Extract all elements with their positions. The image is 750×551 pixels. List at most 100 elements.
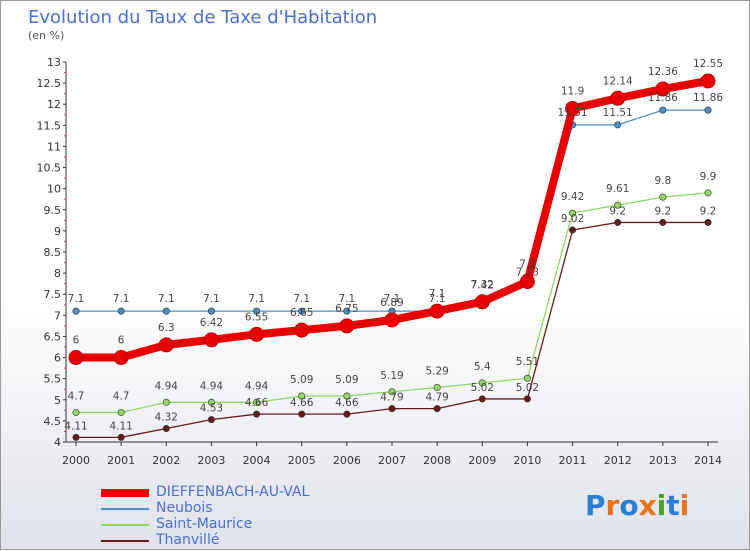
y-tick-label: 4 xyxy=(54,436,61,449)
data-point xyxy=(117,307,125,315)
x-tick-label: 2006 xyxy=(333,454,361,467)
data-label: 7.32 xyxy=(471,279,494,291)
data-point xyxy=(72,307,80,315)
data-label: 12.36 xyxy=(648,66,678,78)
logo-letter: i xyxy=(656,489,667,522)
data-point xyxy=(253,307,261,315)
x-tick-label: 2011 xyxy=(559,454,587,467)
data-label: 7.1 xyxy=(429,293,446,305)
data-label: 6.42 xyxy=(200,317,223,329)
logo-letter: i xyxy=(679,489,690,522)
x-tick-label: 2007 xyxy=(378,454,406,467)
data-point xyxy=(565,100,581,116)
data-point xyxy=(659,193,667,201)
legend-label: Saint-Maurice xyxy=(156,516,253,532)
data-label: 7.1 xyxy=(384,293,401,305)
logo-letter: P xyxy=(585,489,606,522)
data-label: 4.79 xyxy=(425,392,448,404)
x-tick-label: 2001 xyxy=(107,454,135,467)
data-label: 4.11 xyxy=(109,420,132,432)
legend-swatch xyxy=(101,489,149,497)
legend-swatch xyxy=(101,540,149,542)
legend-item: Saint-Maurice xyxy=(101,516,321,533)
data-point xyxy=(343,307,351,315)
data-label: 7.1 xyxy=(339,293,356,305)
logo-letter: x xyxy=(638,489,657,522)
data-point xyxy=(207,307,215,315)
data-point xyxy=(519,274,535,290)
y-tick-label: 6 xyxy=(54,352,61,365)
y-tick-label: 6.5 xyxy=(44,330,62,343)
legend-label: DIEFFENBACH-AU-VAL xyxy=(156,484,310,500)
data-point xyxy=(162,424,170,432)
logo-letter: o xyxy=(619,489,639,522)
data-point xyxy=(384,312,400,328)
legend-swatch xyxy=(101,508,149,510)
y-tick-label: 8.5 xyxy=(44,246,62,259)
data-point xyxy=(298,410,306,418)
y-tick-label: 7 xyxy=(54,309,61,322)
data-point xyxy=(162,307,170,315)
data-label: 7.73 xyxy=(516,267,539,279)
data-point xyxy=(253,410,261,418)
x-tick-label: 2005 xyxy=(288,454,316,467)
x-tick-label: 2004 xyxy=(243,454,271,467)
x-tick-label: 2000 xyxy=(62,454,90,467)
data-point xyxy=(478,395,486,403)
data-label: 9.61 xyxy=(606,183,629,195)
data-label: 4.66 xyxy=(335,397,359,409)
data-point xyxy=(388,388,396,396)
data-label: 7.1 xyxy=(293,293,310,305)
data-point xyxy=(655,81,671,97)
data-label: 7.1 xyxy=(203,293,220,305)
chart-title: Evolution du Taux de Taxe d'Habitation xyxy=(28,7,378,28)
data-point xyxy=(388,405,396,413)
data-label: 9.02 xyxy=(561,213,584,225)
data-label: 9.2 xyxy=(609,205,626,217)
data-point xyxy=(704,218,712,226)
x-tick-label: 2012 xyxy=(604,454,632,467)
y-tick-label: 7.5 xyxy=(44,288,62,301)
legend-item: DIEFFENBACH-AU-VAL xyxy=(101,484,321,501)
data-label: 11.86 xyxy=(648,92,678,104)
chart-unit-label: (en %) xyxy=(28,29,65,42)
x-tick-label: 2003 xyxy=(197,454,225,467)
data-point xyxy=(433,384,441,392)
series-0 xyxy=(68,73,716,366)
data-label: 9.2 xyxy=(700,205,717,217)
legend-item: Neubois xyxy=(101,500,321,517)
x-tick-label: 2002 xyxy=(152,454,180,467)
data-label: 4.66 xyxy=(245,397,269,409)
x-tick-label: 2010 xyxy=(513,454,541,467)
data-label: 12.55 xyxy=(693,58,723,70)
data-label: 6 xyxy=(73,335,80,347)
data-label: 5.4 xyxy=(474,361,491,373)
data-point xyxy=(343,392,351,400)
data-label: 5.19 xyxy=(380,370,403,382)
data-label: 4.11 xyxy=(64,420,87,432)
x-tick-label: 2009 xyxy=(468,454,496,467)
series-3 xyxy=(72,218,712,441)
data-label: 9.42 xyxy=(561,191,584,203)
data-point xyxy=(478,379,486,387)
data-label: 4.94 xyxy=(200,380,224,392)
data-label: 7.1 xyxy=(113,293,130,305)
legend-item: Thanvillé xyxy=(101,532,321,549)
data-point xyxy=(253,398,261,406)
data-point xyxy=(298,392,306,400)
data-label: 5.09 xyxy=(335,374,358,386)
x-tick-label: 2013 xyxy=(649,454,677,467)
data-point xyxy=(117,433,125,441)
data-label: 9.8 xyxy=(655,175,672,187)
data-point xyxy=(339,318,355,334)
data-label: 7.1 xyxy=(429,288,446,300)
data-point xyxy=(298,307,306,315)
data-label: 5.29 xyxy=(425,366,448,378)
y-tick-label: 10 xyxy=(47,183,61,196)
data-label: 4.7 xyxy=(68,390,85,402)
data-point xyxy=(162,398,170,406)
data-point xyxy=(700,73,716,89)
data-label: 6.55 xyxy=(245,311,268,323)
data-label: 4.32 xyxy=(155,411,178,423)
data-label: 4.66 xyxy=(290,397,314,409)
